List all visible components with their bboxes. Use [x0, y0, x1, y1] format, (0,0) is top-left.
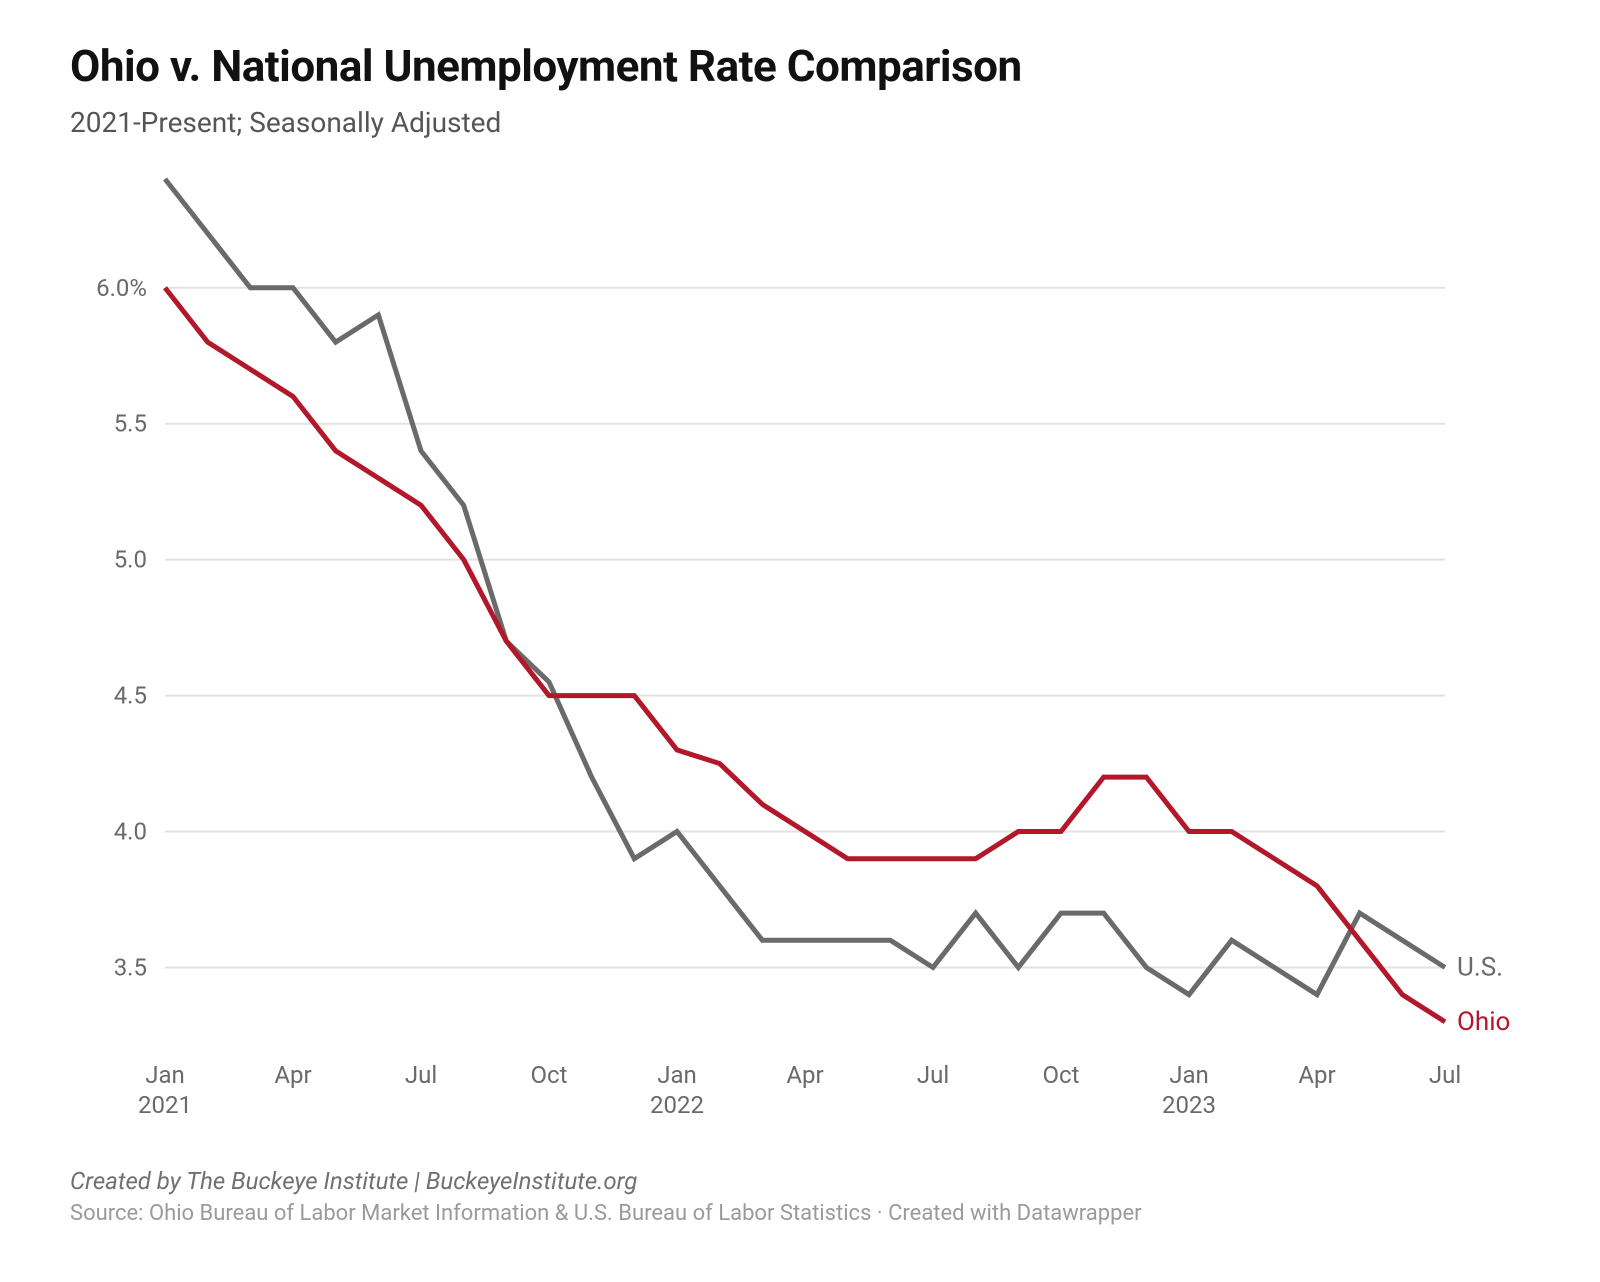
x-axis-label: Jan: [657, 1061, 697, 1089]
page: Ohio v. National Unemployment Rate Compa…: [0, 0, 1600, 1282]
x-axis-label: Jul: [1429, 1061, 1461, 1089]
x-axis-label: Jul: [917, 1061, 949, 1089]
x-axis-label-year: 2021: [138, 1091, 192, 1119]
x-axis-label: Apr: [1298, 1061, 1335, 1089]
y-axis-label: 3.5: [114, 953, 147, 981]
x-axis-label-year: 2023: [1162, 1091, 1216, 1119]
y-axis-label: 4.5: [114, 682, 147, 710]
x-axis-label: Oct: [531, 1061, 568, 1089]
x-axis-label: Jan: [145, 1061, 185, 1089]
credit-text: Created by The Buckeye Institute | Bucke…: [70, 1167, 1540, 1195]
x-axis-label: Apr: [274, 1061, 311, 1089]
x-axis-label-year: 2022: [650, 1091, 704, 1119]
x-axis-label: Apr: [786, 1061, 823, 1089]
series-line-ohio: [165, 288, 1445, 1022]
chart-title: Ohio v. National Unemployment Rate Compa…: [70, 40, 1540, 92]
series-label-ohio: Ohio: [1457, 1007, 1510, 1037]
y-axis-label: 5.0: [114, 546, 147, 574]
series-line-us: [165, 179, 1445, 995]
series-label-us: U.S.: [1457, 952, 1503, 982]
x-axis-label: Jul: [405, 1061, 437, 1089]
source-text: Source: Ohio Bureau of Labor Market Info…: [70, 1201, 1540, 1226]
x-axis-label: Jan: [1169, 1061, 1209, 1089]
line-chart: 6.0%5.55.04.54.03.5Jan2021AprJulOctJan20…: [70, 169, 1530, 1139]
x-axis-label: Oct: [1043, 1061, 1080, 1089]
chart-subtitle: 2021-Present; Seasonally Adjusted: [70, 106, 1540, 139]
chart-container: 6.0%5.55.04.54.03.5Jan2021AprJulOctJan20…: [70, 169, 1530, 1139]
y-axis-label: 4.0: [114, 818, 147, 846]
y-axis-label: 6.0%: [96, 274, 147, 302]
y-axis-label: 5.5: [114, 410, 147, 438]
chart-footer: Created by The Buckeye Institute | Bucke…: [70, 1167, 1540, 1226]
